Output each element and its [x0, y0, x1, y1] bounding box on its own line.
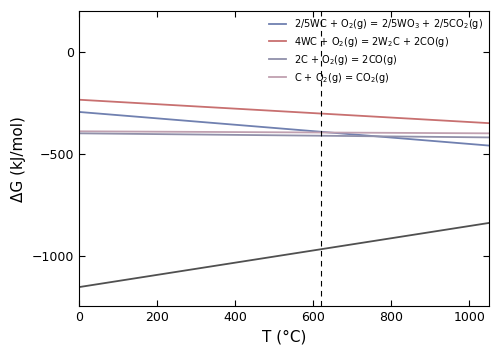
- X-axis label: T (°C): T (°C): [262, 330, 306, 345]
- Legend: 2/5WC + O$_2$(g) = 2/5WO$_3$ + 2/5CO$_2$(g), 4WC + O$_2$(g) = 2W$_2$C + 2CO(g), : 2/5WC + O$_2$(g) = 2/5WO$_3$ + 2/5CO$_2$…: [265, 13, 487, 89]
- Y-axis label: ΔG (kJ/mol): ΔG (kJ/mol): [11, 116, 26, 202]
